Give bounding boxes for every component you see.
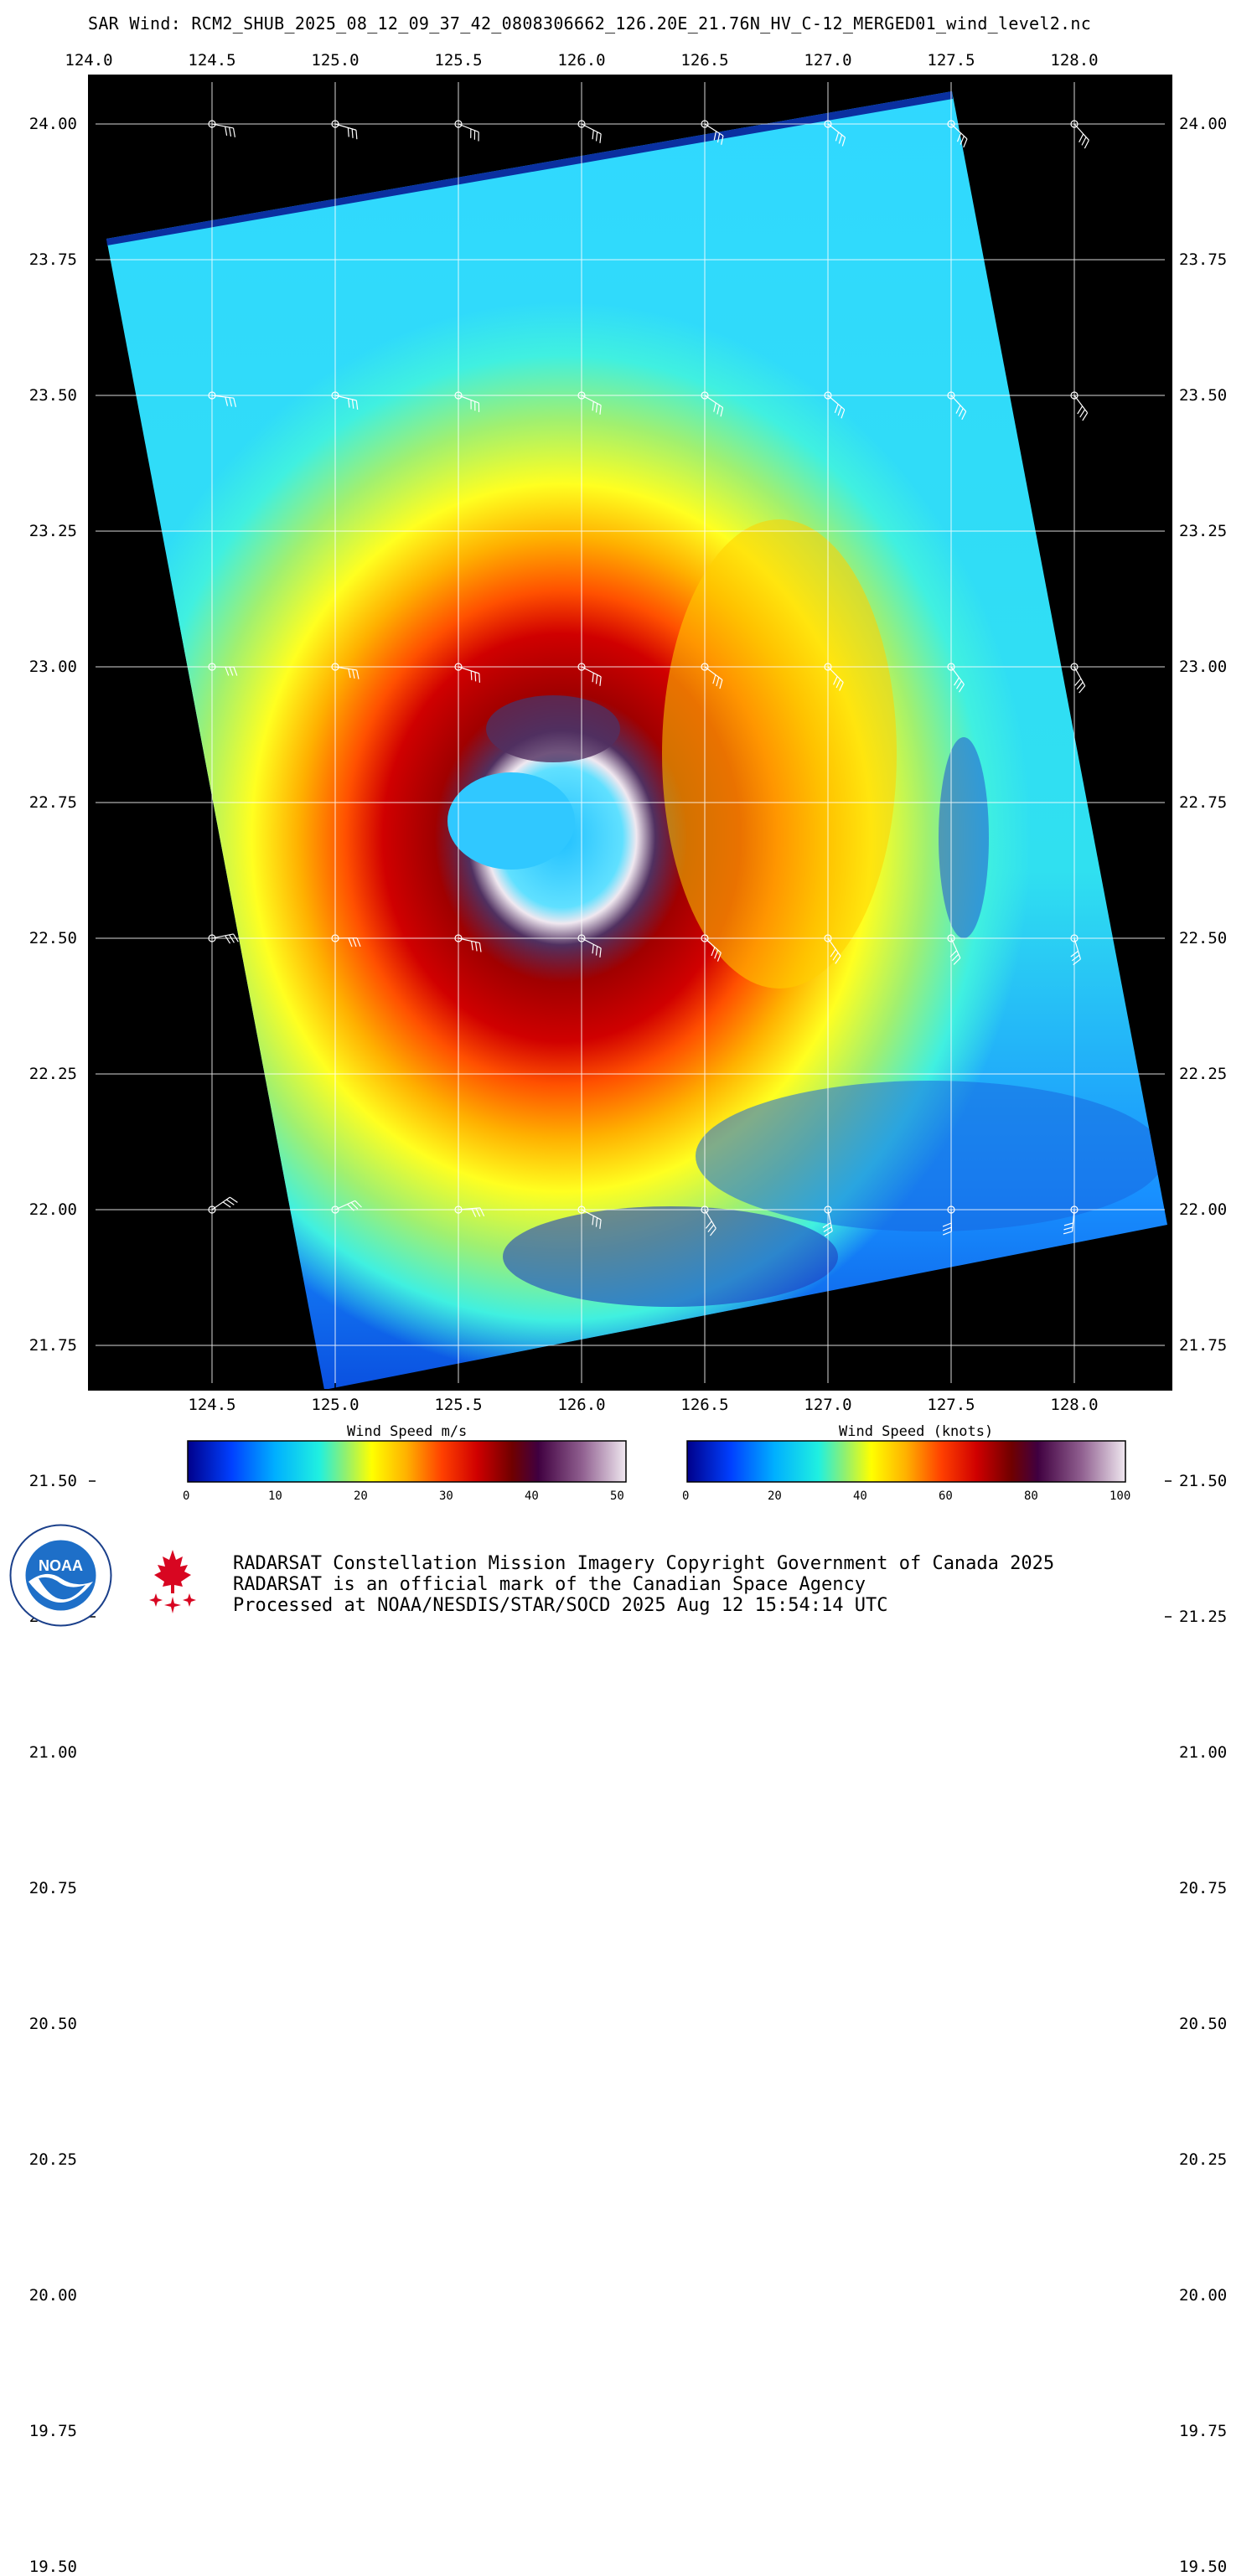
- eye-clear-area: [447, 772, 575, 870]
- lon-label-top: 125.0: [311, 51, 359, 70]
- lon-label-bottom: 128.0: [1050, 1396, 1098, 1414]
- lat-label-left: 19.50: [29, 2558, 77, 2576]
- colorbar-tick-label: 0: [682, 1489, 689, 1503]
- colorbar-tick-label: 30: [439, 1489, 453, 1503]
- barb-feather: [810, 1487, 819, 1490]
- lat-label-left: 23.00: [29, 658, 77, 676]
- southwest-low-wind: [503, 1206, 838, 1307]
- lon-label-bottom: 125.0: [311, 1396, 359, 1414]
- lon-label-bottom: 127.0: [804, 1396, 851, 1414]
- lat-label-right: 20.50: [1179, 2015, 1227, 2033]
- lat-label-right: 23.50: [1179, 386, 1227, 405]
- lat-label-left: 23.75: [29, 250, 77, 269]
- lat-label-left: 20.00: [29, 2286, 77, 2305]
- lat-label-right: 23.00: [1179, 658, 1227, 676]
- barb-feather: [929, 1495, 937, 1498]
- colorbar-knots-title: Wind Speed (knots): [839, 1423, 993, 1440]
- lat-label-left: 21.75: [29, 1336, 77, 1355]
- colorbar-tick-label: 80: [1024, 1489, 1038, 1503]
- lat-label-right: 21.00: [1179, 1743, 1227, 1762]
- colorbar-tick-label: 20: [768, 1489, 782, 1503]
- barb-feather: [686, 1483, 694, 1489]
- noaa-logo-text: NOAA: [39, 1557, 83, 1574]
- colorbar-ms-title: Wind Speed m/s: [347, 1423, 467, 1440]
- lat-label-left: 23.50: [29, 386, 77, 405]
- barb-feather: [471, 671, 472, 680]
- lon-label-top: 128.0: [1050, 51, 1098, 70]
- lon-label-top: 126.5: [680, 51, 728, 70]
- noaa-logo: NOAA: [8, 1523, 113, 1628]
- lat-label-left: 22.00: [29, 1200, 77, 1219]
- colorbar-tick-label: 10: [268, 1489, 282, 1503]
- lat-label-right: 22.00: [1179, 1200, 1227, 1219]
- barb-feather: [475, 672, 476, 681]
- lat-label-right: 22.50: [1179, 929, 1227, 947]
- lat-label-left: 21.50: [29, 1472, 77, 1490]
- lat-label-right: 19.75: [1179, 2422, 1227, 2440]
- eyewall-max: [486, 695, 620, 762]
- lat-label-right: 23.25: [1179, 522, 1227, 540]
- colorbar-tick-label: 40: [853, 1489, 867, 1503]
- credit-line-processed: Processed at NOAA/NESDIS/STAR/SOCD 2025 …: [233, 1595, 1054, 1616]
- lon-label-bottom: 127.5: [927, 1396, 975, 1414]
- lat-label-right: 19.50: [1179, 2558, 1227, 2576]
- credit-line-trademark: RADARSAT is an official mark of the Cana…: [233, 1574, 1054, 1595]
- lat-label-right: 20.25: [1179, 2150, 1227, 2169]
- lat-label-left: 20.50: [29, 2015, 77, 2033]
- barb-feather: [1053, 1496, 1062, 1499]
- barb-feather: [1055, 1493, 1064, 1495]
- lat-label-right: 21.50: [1179, 1472, 1227, 1490]
- lon-label-top: 127.5: [927, 51, 975, 70]
- lat-label-left: 24.00: [29, 115, 77, 133]
- lon-label-top: 124.0: [65, 51, 112, 70]
- lon-label-bottom: 125.5: [434, 1396, 482, 1414]
- lat-label-right: 21.75: [1179, 1336, 1227, 1355]
- lat-label-left: 22.75: [29, 793, 77, 812]
- colorbar-tick-label: 40: [525, 1489, 539, 1503]
- lat-label-left: 22.50: [29, 929, 77, 947]
- barb-feather: [804, 1494, 813, 1497]
- southeast-low-wind: [696, 1081, 1165, 1231]
- csa-logo: [119, 1523, 226, 1630]
- lat-label-left: 23.25: [29, 522, 77, 540]
- wind-barb: [1062, 1481, 1074, 1499]
- barb-feather: [807, 1490, 815, 1494]
- lat-label-right: 24.00: [1179, 115, 1227, 133]
- lat-label-right: 20.00: [1179, 2286, 1227, 2305]
- lat-label-right: 23.75: [1179, 250, 1227, 269]
- lat-label-right: 22.25: [1179, 1065, 1227, 1083]
- credits-block: RADARSAT Constellation Mission Imagery C…: [233, 1553, 1054, 1616]
- colorbar-tick-label: 60: [939, 1489, 953, 1503]
- lat-label-right: 20.75: [1179, 1879, 1227, 1897]
- lon-label-top: 124.5: [188, 51, 235, 70]
- lon-label-top: 125.5: [434, 51, 482, 70]
- outer-yellow-band: [662, 519, 897, 989]
- lon-label-bottom: 124.5: [188, 1396, 235, 1414]
- barb-feather: [479, 674, 480, 683]
- lat-label-left: 21.00: [29, 1743, 77, 1762]
- colorbar-tick-label: 50: [610, 1489, 624, 1503]
- lat-label-left: 20.25: [29, 2150, 77, 2169]
- colorbar-tick-label: 100: [1110, 1489, 1130, 1503]
- colorbar-ms: [188, 1441, 626, 1482]
- colorbar-knots: [687, 1441, 1125, 1482]
- lon-label-bottom: 126.0: [557, 1396, 605, 1414]
- credit-line-copyright: RADARSAT Constellation Mission Imagery C…: [233, 1553, 1054, 1574]
- eastern-low-wind: [939, 737, 989, 938]
- lon-label-bottom: 126.5: [680, 1396, 728, 1414]
- barb-feather: [1058, 1489, 1067, 1492]
- lat-label-left: 19.75: [29, 2422, 77, 2440]
- lat-label-right: 21.25: [1179, 1608, 1227, 1626]
- lat-label-left: 22.25: [29, 1065, 77, 1083]
- colorbar-tick-label: 0: [183, 1489, 189, 1503]
- lon-label-top: 126.0: [557, 51, 605, 70]
- lat-label-right: 22.75: [1179, 793, 1227, 812]
- colorbar-tick-label: 20: [354, 1489, 368, 1503]
- lon-label-top: 127.0: [804, 51, 851, 70]
- lat-label-left: 20.75: [29, 1879, 77, 1897]
